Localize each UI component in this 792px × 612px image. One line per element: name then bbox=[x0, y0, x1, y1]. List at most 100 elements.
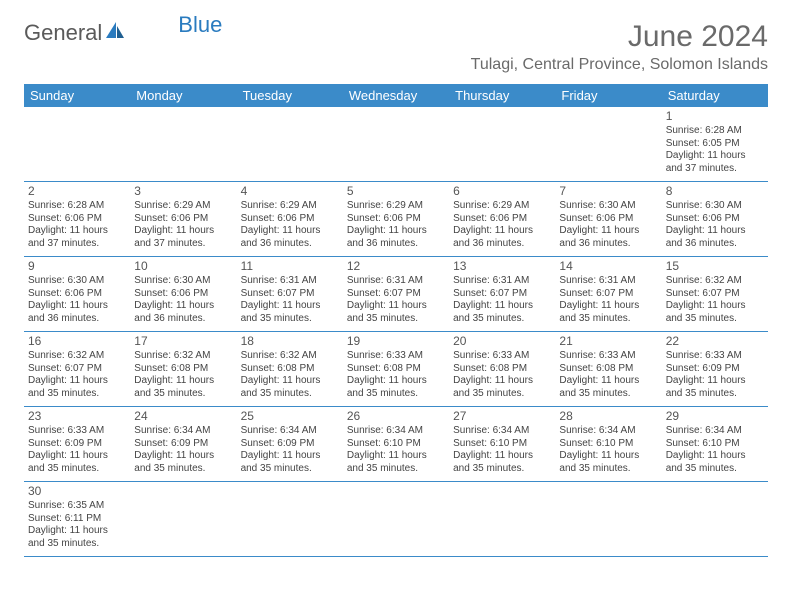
day-number: 26 bbox=[347, 409, 445, 424]
day-number: 18 bbox=[241, 334, 339, 349]
sunset-line: Sunset: 6:08 PM bbox=[134, 363, 232, 376]
daylight-line: Daylight: 11 hours and 37 minutes. bbox=[28, 225, 126, 250]
brand-text-1: General bbox=[24, 20, 102, 46]
calendar-cell: 6Sunrise: 6:29 AMSunset: 6:06 PMDaylight… bbox=[449, 182, 555, 257]
day-header: Friday bbox=[555, 84, 661, 107]
calendar-cell: 24Sunrise: 6:34 AMSunset: 6:09 PMDayligh… bbox=[130, 407, 236, 482]
sunset-line: Sunset: 6:05 PM bbox=[666, 138, 764, 151]
sunrise-line: Sunrise: 6:33 AM bbox=[666, 350, 764, 363]
daylight-line: Daylight: 11 hours and 36 minutes. bbox=[134, 300, 232, 325]
calendar-cell: 7Sunrise: 6:30 AMSunset: 6:06 PMDaylight… bbox=[555, 182, 661, 257]
day-header: Thursday bbox=[449, 84, 555, 107]
sunset-line: Sunset: 6:06 PM bbox=[241, 213, 339, 226]
calendar-cell bbox=[24, 107, 130, 182]
daylight-line: Daylight: 11 hours and 35 minutes. bbox=[666, 300, 764, 325]
calendar-cell bbox=[130, 107, 236, 182]
sunrise-line: Sunrise: 6:32 AM bbox=[666, 275, 764, 288]
header: General Blue June 2024 Tulagi, Central P… bbox=[24, 20, 768, 74]
sunrise-line: Sunrise: 6:34 AM bbox=[134, 425, 232, 438]
day-header: Saturday bbox=[662, 84, 768, 107]
daylight-line: Daylight: 11 hours and 36 minutes. bbox=[28, 300, 126, 325]
calendar-cell: 19Sunrise: 6:33 AMSunset: 6:08 PMDayligh… bbox=[343, 332, 449, 407]
sunrise-line: Sunrise: 6:32 AM bbox=[241, 350, 339, 363]
day-number: 14 bbox=[559, 259, 657, 274]
day-number: 19 bbox=[347, 334, 445, 349]
daylight-line: Daylight: 11 hours and 35 minutes. bbox=[666, 450, 764, 475]
daylight-line: Daylight: 11 hours and 37 minutes. bbox=[666, 150, 764, 175]
sunset-line: Sunset: 6:08 PM bbox=[347, 363, 445, 376]
sunrise-line: Sunrise: 6:33 AM bbox=[453, 350, 551, 363]
sunrise-line: Sunrise: 6:33 AM bbox=[347, 350, 445, 363]
sunset-line: Sunset: 6:07 PM bbox=[666, 288, 764, 301]
calendar-cell: 10Sunrise: 6:30 AMSunset: 6:06 PMDayligh… bbox=[130, 257, 236, 332]
calendar-cell bbox=[449, 107, 555, 182]
calendar-cell bbox=[343, 107, 449, 182]
calendar-cell: 26Sunrise: 6:34 AMSunset: 6:10 PMDayligh… bbox=[343, 407, 449, 482]
sunset-line: Sunset: 6:10 PM bbox=[453, 438, 551, 451]
sunrise-line: Sunrise: 6:29 AM bbox=[241, 200, 339, 213]
daylight-line: Daylight: 11 hours and 36 minutes. bbox=[559, 225, 657, 250]
sunrise-line: Sunrise: 6:34 AM bbox=[453, 425, 551, 438]
daylight-line: Daylight: 11 hours and 35 minutes. bbox=[559, 450, 657, 475]
calendar-cell: 3Sunrise: 6:29 AMSunset: 6:06 PMDaylight… bbox=[130, 182, 236, 257]
daylight-line: Daylight: 11 hours and 35 minutes. bbox=[241, 450, 339, 475]
calendar-cell: 5Sunrise: 6:29 AMSunset: 6:06 PMDaylight… bbox=[343, 182, 449, 257]
daylight-line: Daylight: 11 hours and 35 minutes. bbox=[559, 375, 657, 400]
sunset-line: Sunset: 6:06 PM bbox=[134, 288, 232, 301]
daylight-line: Daylight: 11 hours and 35 minutes. bbox=[453, 375, 551, 400]
calendar-cell: 11Sunrise: 6:31 AMSunset: 6:07 PMDayligh… bbox=[237, 257, 343, 332]
sunrise-line: Sunrise: 6:34 AM bbox=[241, 425, 339, 438]
daylight-line: Daylight: 11 hours and 35 minutes. bbox=[134, 375, 232, 400]
daylight-line: Daylight: 11 hours and 36 minutes. bbox=[241, 225, 339, 250]
daylight-line: Daylight: 11 hours and 35 minutes. bbox=[666, 375, 764, 400]
calendar-cell: 17Sunrise: 6:32 AMSunset: 6:08 PMDayligh… bbox=[130, 332, 236, 407]
sunrise-line: Sunrise: 6:31 AM bbox=[241, 275, 339, 288]
sunset-line: Sunset: 6:07 PM bbox=[347, 288, 445, 301]
day-number: 1 bbox=[666, 109, 764, 124]
day-number: 22 bbox=[666, 334, 764, 349]
day-number: 17 bbox=[134, 334, 232, 349]
sunrise-line: Sunrise: 6:32 AM bbox=[28, 350, 126, 363]
daylight-line: Daylight: 11 hours and 35 minutes. bbox=[241, 375, 339, 400]
sunrise-line: Sunrise: 6:34 AM bbox=[559, 425, 657, 438]
calendar-cell: 16Sunrise: 6:32 AMSunset: 6:07 PMDayligh… bbox=[24, 332, 130, 407]
daylight-line: Daylight: 11 hours and 35 minutes. bbox=[347, 450, 445, 475]
sunrise-line: Sunrise: 6:28 AM bbox=[666, 125, 764, 138]
daylight-line: Daylight: 11 hours and 35 minutes. bbox=[559, 300, 657, 325]
sunset-line: Sunset: 6:08 PM bbox=[559, 363, 657, 376]
sunset-line: Sunset: 6:07 PM bbox=[559, 288, 657, 301]
calendar-cell: 20Sunrise: 6:33 AMSunset: 6:08 PMDayligh… bbox=[449, 332, 555, 407]
day-number: 24 bbox=[134, 409, 232, 424]
day-number: 29 bbox=[666, 409, 764, 424]
sunset-line: Sunset: 6:06 PM bbox=[28, 213, 126, 226]
calendar-cell: 21Sunrise: 6:33 AMSunset: 6:08 PMDayligh… bbox=[555, 332, 661, 407]
day-number: 15 bbox=[666, 259, 764, 274]
sunset-line: Sunset: 6:09 PM bbox=[28, 438, 126, 451]
calendar-cell bbox=[343, 482, 449, 557]
day-number: 10 bbox=[134, 259, 232, 274]
sunset-line: Sunset: 6:07 PM bbox=[28, 363, 126, 376]
sunrise-line: Sunrise: 6:34 AM bbox=[347, 425, 445, 438]
sunrise-line: Sunrise: 6:28 AM bbox=[28, 200, 126, 213]
day-number: 7 bbox=[559, 184, 657, 199]
day-header: Wednesday bbox=[343, 84, 449, 107]
daylight-line: Daylight: 11 hours and 36 minutes. bbox=[666, 225, 764, 250]
calendar-cell: 12Sunrise: 6:31 AMSunset: 6:07 PMDayligh… bbox=[343, 257, 449, 332]
daylight-line: Daylight: 11 hours and 35 minutes. bbox=[347, 375, 445, 400]
sunrise-line: Sunrise: 6:33 AM bbox=[559, 350, 657, 363]
brand-logo: General Blue bbox=[24, 20, 222, 46]
calendar-cell bbox=[237, 482, 343, 557]
sunset-line: Sunset: 6:10 PM bbox=[559, 438, 657, 451]
sunrise-line: Sunrise: 6:29 AM bbox=[347, 200, 445, 213]
calendar-cell: 22Sunrise: 6:33 AMSunset: 6:09 PMDayligh… bbox=[662, 332, 768, 407]
day-number: 27 bbox=[453, 409, 551, 424]
day-number: 13 bbox=[453, 259, 551, 274]
title-block: June 2024 Tulagi, Central Province, Solo… bbox=[471, 20, 768, 74]
sunrise-line: Sunrise: 6:30 AM bbox=[28, 275, 126, 288]
sunrise-line: Sunrise: 6:29 AM bbox=[134, 200, 232, 213]
daylight-line: Daylight: 11 hours and 35 minutes. bbox=[453, 450, 551, 475]
sunset-line: Sunset: 6:06 PM bbox=[347, 213, 445, 226]
day-number: 20 bbox=[453, 334, 551, 349]
daylight-line: Daylight: 11 hours and 37 minutes. bbox=[134, 225, 232, 250]
day-number: 12 bbox=[347, 259, 445, 274]
